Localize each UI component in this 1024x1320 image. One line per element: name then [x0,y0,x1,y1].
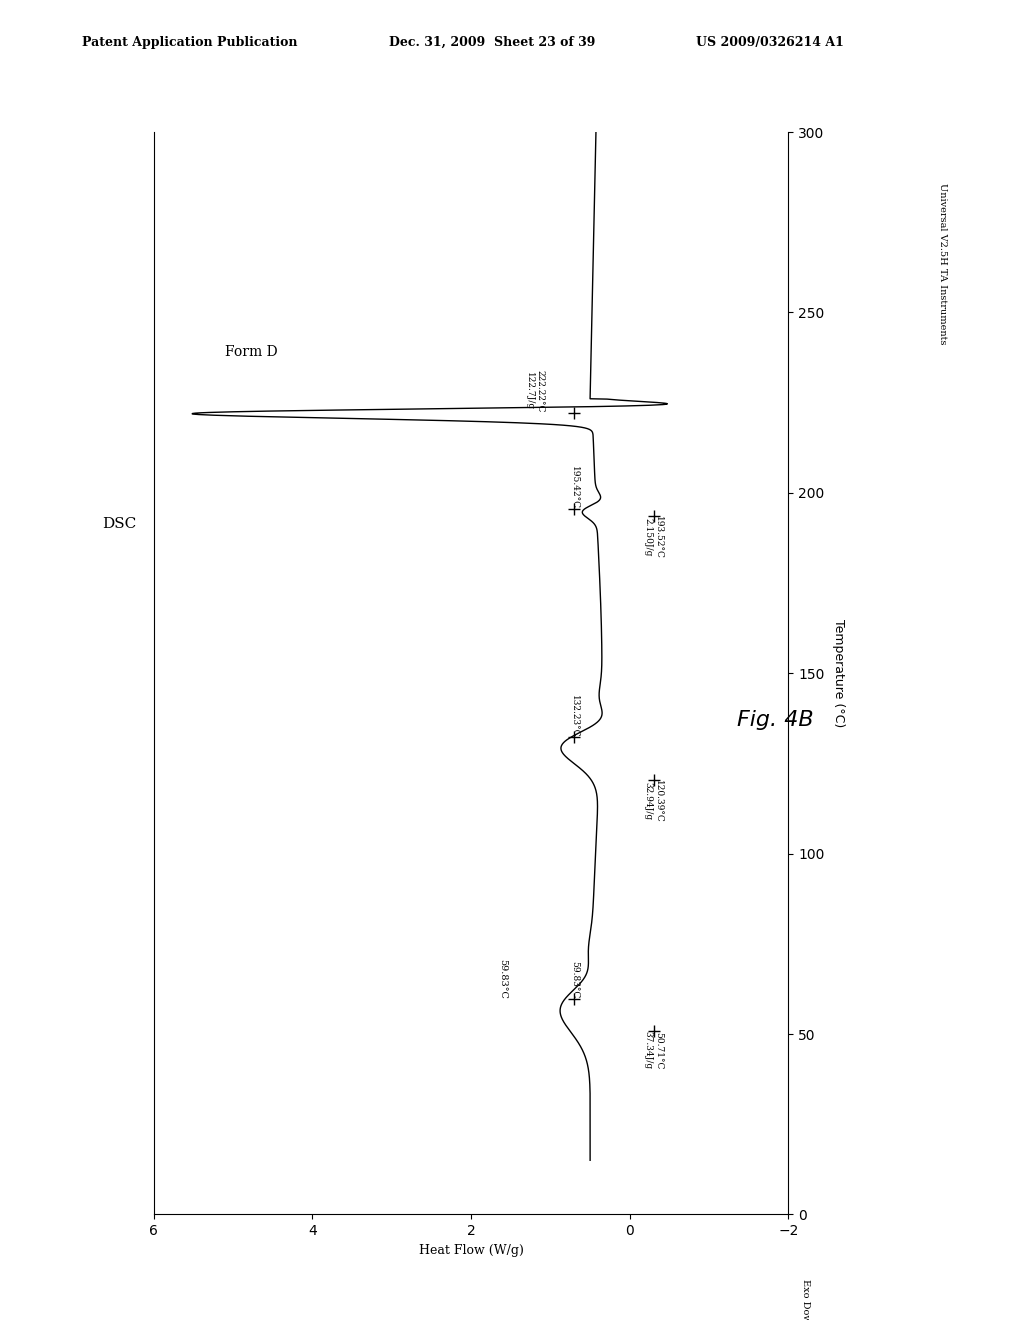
Text: DSC: DSC [102,517,136,531]
Text: Universal V2.5H TA Instruments: Universal V2.5H TA Instruments [938,183,946,345]
Text: Exo Down: Exo Down [801,1279,810,1320]
Text: 59.83°C: 59.83°C [499,958,507,998]
Text: Fig. 4B: Fig. 4B [737,710,814,730]
Y-axis label: Temperature (°C): Temperature (°C) [833,619,846,727]
Text: 50.71°C
37.34J/g: 50.71°C 37.34J/g [644,1031,664,1069]
Text: 193.52°C
2.150J/g: 193.52°C 2.150J/g [644,516,664,560]
Text: 195.42°C: 195.42°C [569,466,579,510]
X-axis label: Heat Flow (W/g): Heat Flow (W/g) [419,1243,523,1257]
Text: Patent Application Publication: Patent Application Publication [82,36,297,49]
Text: 222.22°C
122.7J/g: 222.22°C 122.7J/g [525,370,544,413]
Text: US 2009/0326214 A1: US 2009/0326214 A1 [696,36,844,49]
Text: 59.83°C: 59.83°C [569,961,579,998]
Text: 120.39°C
32.94J/g: 120.39°C 32.94J/g [644,780,664,822]
Text: 132.23°C: 132.23°C [569,694,579,738]
Text: Form D: Form D [225,346,278,359]
Text: Dec. 31, 2009  Sheet 23 of 39: Dec. 31, 2009 Sheet 23 of 39 [389,36,596,49]
